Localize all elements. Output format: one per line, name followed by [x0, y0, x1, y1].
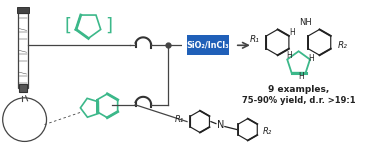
Text: SiO₂/InCl₃: SiO₂/InCl₃ [187, 41, 229, 50]
Bar [19, 84, 26, 92]
Text: R₁: R₁ [175, 115, 184, 124]
Circle shape [3, 98, 46, 141]
Bar [182, 35, 234, 55]
Text: 9 examples,: 9 examples, [268, 85, 329, 94]
Text: H: H [290, 28, 296, 37]
Text: R₂: R₂ [338, 41, 347, 50]
Text: ]: ] [105, 17, 112, 34]
Text: R₁: R₁ [250, 35, 260, 44]
Bar [18, 13, 28, 88]
Text: N: N [217, 120, 225, 130]
Text: [: [ [65, 17, 72, 34]
Text: R₂: R₂ [263, 127, 272, 136]
Text: H: H [286, 51, 291, 60]
Text: H: H [299, 71, 304, 80]
Bar [17, 7, 29, 13]
Text: H: H [309, 54, 314, 63]
Text: NH: NH [299, 18, 312, 27]
Bar [229, 35, 234, 55]
Text: 75-90% yield, d.r. >19:1: 75-90% yield, d.r. >19:1 [242, 96, 355, 105]
Bar [182, 35, 187, 55]
